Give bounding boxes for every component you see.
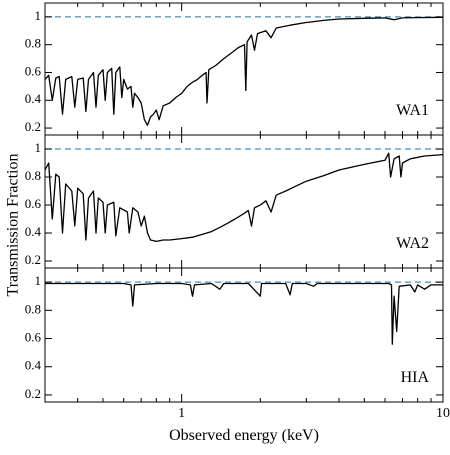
spectrum-line	[44, 16, 444, 126]
spectrum-line	[45, 282, 443, 345]
x-tick-label: 1	[178, 406, 185, 421]
spectrum-line	[44, 152, 444, 243]
panel-label: WA1	[396, 102, 429, 119]
panel-frame	[44, 134, 444, 269]
x-axis-label: Observed energy (keV)	[169, 427, 319, 444]
y-tick-label: 0.4	[25, 91, 42, 106]
y-tick-label: 0.4	[25, 224, 42, 239]
y-tick-label: 0.6	[25, 196, 42, 211]
y-tick-label: 0.2	[25, 119, 41, 134]
x-tick-label: 10	[436, 406, 450, 421]
panel-frame	[44, 267, 444, 403]
y-tick-label: 1	[35, 273, 42, 288]
y-tick-label: 1	[35, 140, 42, 155]
y-axis-label: Transmission Fraction	[5, 154, 22, 297]
panel-frame	[44, 2, 444, 136]
y-tick-label: 0.4	[25, 358, 42, 373]
y-tick-label: 0.8	[25, 36, 41, 51]
panel-label: HIA	[401, 369, 430, 386]
y-tick-label: 0.2	[25, 252, 41, 267]
y-tick-label: 0.8	[25, 301, 41, 316]
y-tick-label: 0.6	[25, 330, 42, 345]
y-tick-label: 0.6	[25, 63, 42, 78]
y-tick-label: 1	[35, 8, 42, 23]
panel-label: WA2	[396, 235, 429, 252]
y-tick-label: 0.8	[25, 168, 41, 183]
y-tick-label: 0.2	[25, 386, 41, 401]
